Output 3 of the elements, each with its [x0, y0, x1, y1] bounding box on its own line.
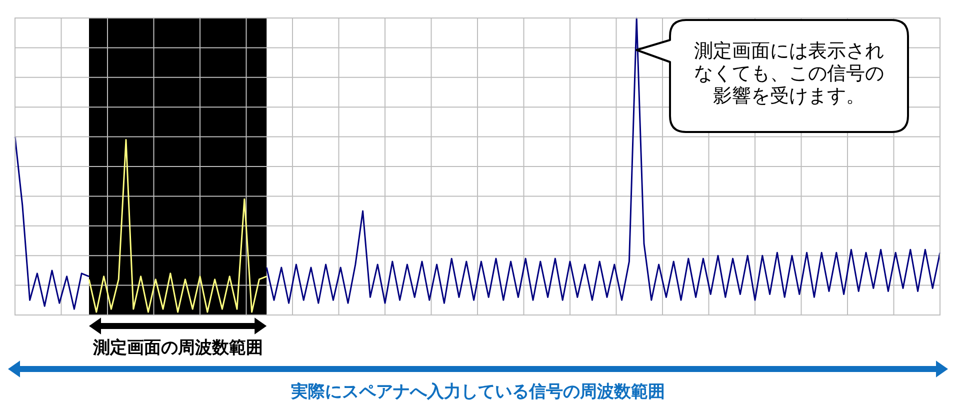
text: 実際にスペアナへ入力している信号の周波数範囲	[290, 382, 665, 402]
annotation: 測定画面には表示されなくても、この信号の影響を受けます。	[694, 40, 884, 107]
text: 測定画面の周波数範囲	[92, 338, 263, 358]
